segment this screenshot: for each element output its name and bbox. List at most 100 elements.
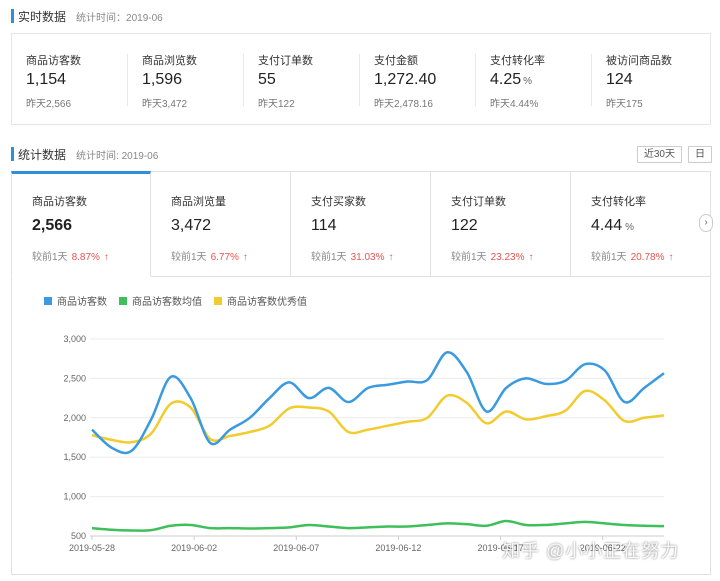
tab-value: 122 <box>451 217 478 234</box>
y-tick-label: 500 <box>71 531 86 541</box>
realtime-cell-views[interactable]: 商品浏览数 1,596 昨天3,472 <box>128 34 244 124</box>
average-series-line <box>91 519 665 532</box>
y-tick-label: 3,000 <box>63 334 86 344</box>
visitors-series-line <box>91 351 665 455</box>
legend-swatch <box>214 296 222 305</box>
tab-value: 114 <box>311 217 337 234</box>
tab-paying-buyers[interactable]: 支付买家数 114 较前1天 31.03% ↑ <box>291 171 431 277</box>
realtime-cell-visited-products[interactable]: 被访问商品数 124 昨天175 <box>592 34 708 124</box>
divider <box>359 54 360 106</box>
tab-paid-orders[interactable]: 支付订单数 122 较前1天 23.23% ↑ <box>431 171 571 277</box>
tab-label: 支付买家数 <box>311 196 366 208</box>
legend-item-average[interactable]: 商品访客数均值 <box>119 293 202 308</box>
y-tick-label: 2,000 <box>63 413 86 423</box>
y-tick-label: 1,000 <box>63 492 86 502</box>
tab-label: 支付转化率 <box>591 196 646 208</box>
tab-compare: 较前1天 23.23% ↑ <box>451 252 534 263</box>
realtime-label: 支付金额 <box>374 55 418 67</box>
legend-swatch <box>44 296 52 305</box>
tab-page-views[interactable]: 商品浏览量 3,472 较前1天 6.77% ↑ <box>151 171 291 277</box>
up-arrow-icon: ↑ <box>668 252 674 263</box>
tab-visitors[interactable]: 商品访客数 2,566 较前1天 8.87% ↑ <box>11 171 151 277</box>
tab-label: 商品访客数 <box>32 196 87 208</box>
divider <box>591 54 592 106</box>
realtime-yesterday: 昨天3,472 <box>142 99 188 110</box>
realtime-yesterday: 昨天2,478.16 <box>374 99 433 110</box>
realtime-value: 1,596 <box>142 71 183 88</box>
tab-label: 商品浏览量 <box>171 196 226 208</box>
x-tick-label: 2019-06-02 <box>171 543 217 553</box>
up-arrow-icon: ↑ <box>388 252 394 263</box>
legend-item-excellent[interactable]: 商品访客数优秀值 <box>214 293 307 308</box>
up-arrow-icon: ↑ <box>103 252 109 263</box>
realtime-value: 4.25% <box>490 71 533 88</box>
up-arrow-icon: ↑ <box>242 252 248 263</box>
realtime-yesterday: 昨天122 <box>258 99 295 110</box>
period-buttons: 近30天 日 <box>636 146 712 163</box>
realtime-cell-conversion[interactable]: 支付转化率 4.25% 昨天4.44% <box>476 34 592 124</box>
excellent-series-line <box>91 389 665 444</box>
realtime-title: 实时数据 <box>18 9 67 24</box>
chart-panel <box>11 277 711 575</box>
chevron-right-icon[interactable]: › <box>699 214 713 232</box>
x-tick-label: 2019-06-22 <box>580 543 626 553</box>
legend-item-visitors[interactable]: 商品访客数 <box>44 293 107 308</box>
realtime-value: 1,154 <box>26 71 67 88</box>
realtime-cell-amount[interactable]: 支付金额 1,272.40 昨天2,478.16 <box>360 34 476 124</box>
realtime-header: 实时数据 统计时间：2019-06 <box>11 7 163 25</box>
realtime-cell-orders[interactable]: 支付订单数 55 昨天122 <box>244 34 360 124</box>
day-button[interactable]: 日 <box>688 146 712 163</box>
section-accent-bar <box>11 9 14 23</box>
realtime-label: 商品浏览数 <box>142 55 197 67</box>
realtime-label: 被访问商品数 <box>606 55 672 67</box>
tab-label: 支付订单数 <box>451 196 506 208</box>
realtime-label: 商品访客数 <box>26 55 81 67</box>
chart-legend: 商品访客数 商品访客数均值 商品访客数优秀值 <box>44 293 307 308</box>
tab-value: 3,472 <box>171 217 212 234</box>
unit-percent: % <box>625 222 635 233</box>
stats-header: 统计数据 统计时间: 2019-06 <box>11 145 158 163</box>
metric-tabs: 商品访客数 2,566 较前1天 8.87% ↑ 商品浏览量 3,472 较前1天 6… <box>11 171 711 277</box>
realtime-label: 支付转化率 <box>490 55 545 67</box>
tab-compare: 较前1天 8.87% ↑ <box>32 252 109 263</box>
realtime-yesterday: 昨天175 <box>606 99 643 110</box>
x-tick-label: 2019-06-12 <box>375 543 421 553</box>
section-accent-bar <box>11 147 14 161</box>
stats-title: 统计数据 <box>18 147 67 162</box>
realtime-label: 支付订单数 <box>258 55 313 67</box>
realtime-value: 124 <box>606 71 633 88</box>
tab-value: 2,566 <box>32 217 73 234</box>
stats-stat-time: 统计时间: 2019-06 <box>76 150 159 162</box>
x-tick-label: 2019-05-28 <box>69 543 115 553</box>
tab-conversion-rate[interactable]: 支付转化率 4.44% 较前1天 20.78% ↑ <box>571 171 711 277</box>
realtime-cell-visitors[interactable]: 商品访客数 1,154 昨天2,566 <box>12 34 128 124</box>
realtime-yesterday: 昨天4.44% <box>490 99 539 110</box>
divider <box>243 54 244 106</box>
last-30-days-button[interactable]: 近30天 <box>636 146 682 163</box>
x-tick-label: 2019-06-17 <box>478 543 524 553</box>
legend-swatch <box>119 296 127 305</box>
tab-compare: 较前1天 31.03% ↑ <box>311 252 394 263</box>
realtime-panel: 商品访客数 1,154 昨天2,566 商品浏览数 1,596 昨天3,472 … <box>11 33 711 125</box>
realtime-value: 1,272.40 <box>374 71 437 88</box>
realtime-yesterday: 昨天2,566 <box>26 99 72 110</box>
tab-value: 4.44% <box>591 217 635 234</box>
realtime-value: 55 <box>258 71 276 88</box>
tab-compare: 较前1天 6.77% ↑ <box>171 252 248 263</box>
change-percent: 20.78% <box>630 252 665 263</box>
unit-percent: % <box>523 76 533 87</box>
watermark: 知乎 @小小正在努力 <box>502 541 680 561</box>
change-percent: 6.77% <box>210 252 239 263</box>
y-tick-label: 2,500 <box>63 373 86 383</box>
y-tick-label: 1,500 <box>63 452 86 462</box>
divider <box>475 54 476 106</box>
divider <box>127 54 128 106</box>
x-tick-label: 2019-06-07 <box>273 543 319 553</box>
change-percent: 23.23% <box>490 252 525 263</box>
tab-compare: 较前1天 20.78% ↑ <box>591 252 674 263</box>
up-arrow-icon: ↑ <box>528 252 534 263</box>
realtime-stat-time: 统计时间：2019-06 <box>76 12 163 24</box>
change-percent: 31.03% <box>350 252 385 263</box>
change-percent: 8.87% <box>71 252 100 263</box>
